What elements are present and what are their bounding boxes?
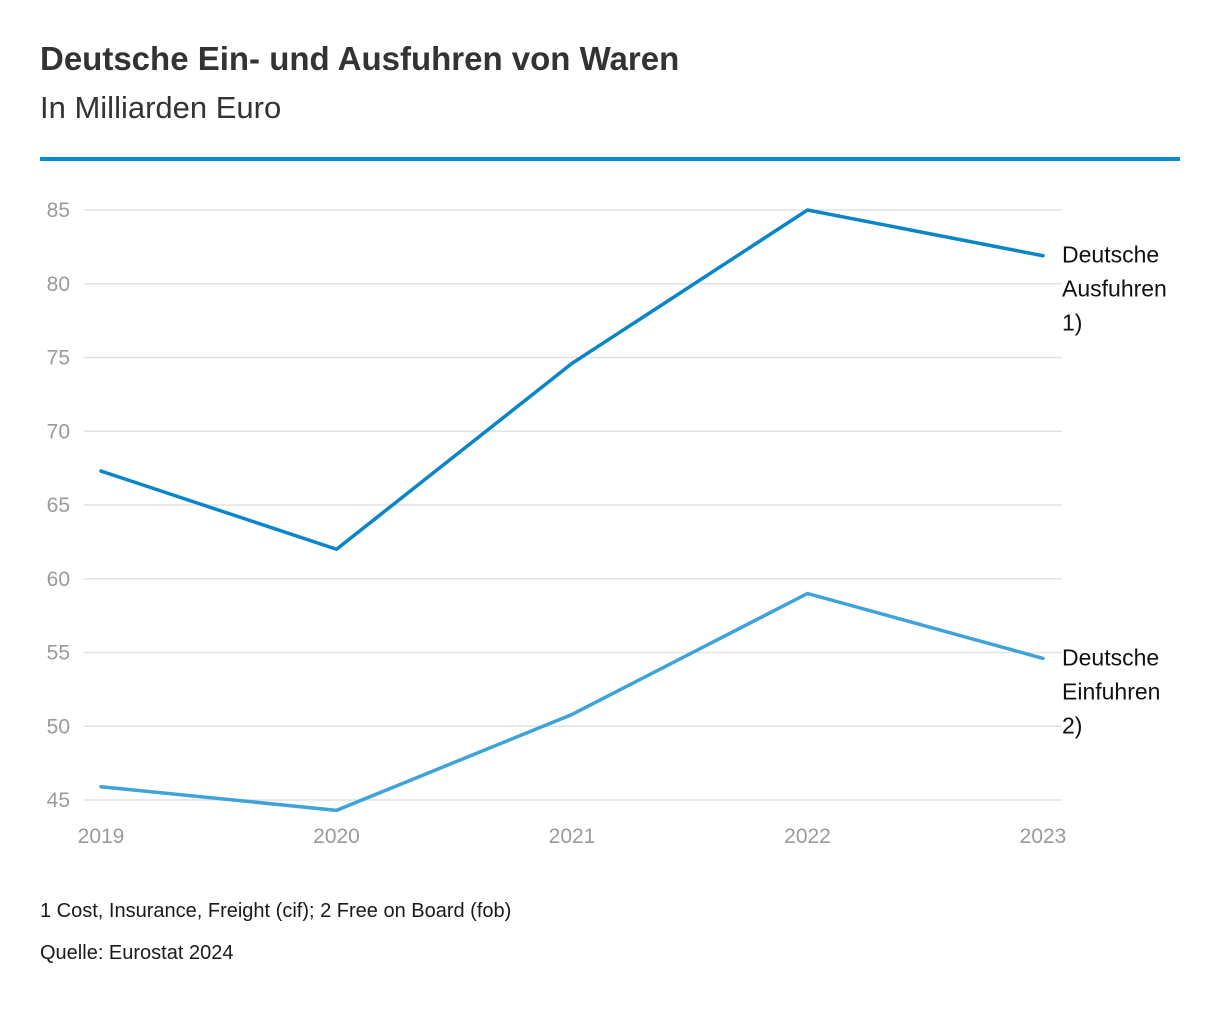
series-label: Deutsche Einfuhren 2): [1062, 644, 1160, 738]
series-label-line: Ausfuhren: [1062, 276, 1167, 302]
y-tick-label: 45: [47, 789, 70, 812]
x-tick-label: 2022: [784, 825, 831, 848]
line-chart: 45 50 55 60 65 70 75 80 85 2019 2020 2021 2022 2023 De…: [47, 199, 1167, 848]
y-tick-label: 85: [47, 199, 70, 222]
y-tick-label: 80: [47, 273, 70, 296]
series-label: Deutsche Ausfuhren 1): [1062, 242, 1167, 336]
y-tick-label: 50: [47, 715, 70, 738]
chart-footnote: 1 Cost, Insurance, Freight (cif); 2 Free…: [40, 900, 512, 922]
series-line-einfuhren: [99, 591, 1045, 813]
chart-subtitle: In Milliarden Euro: [40, 90, 282, 125]
series-label-line: Deutsche: [1062, 242, 1159, 268]
x-tick-label: 2021: [549, 825, 596, 848]
chart-title: Deutsche Ein- und Ausfuhren von Waren: [40, 40, 680, 77]
x-tick-label: 2023: [1020, 825, 1067, 848]
y-tick-label: 70: [47, 420, 70, 443]
y-tick-label: 75: [47, 347, 70, 370]
x-tick-label: 2020: [313, 825, 360, 848]
x-tick-label: 2019: [78, 825, 125, 848]
title-divider: [40, 157, 1180, 161]
series-label-line: 2): [1062, 712, 1082, 738]
chart-source: Quelle: Eurostat 2024: [40, 942, 234, 964]
y-tick-label: 60: [47, 568, 70, 591]
y-tick-label: 65: [47, 494, 70, 517]
series-label-line: 1): [1062, 310, 1082, 336]
series-line-ausfuhren: [99, 208, 1045, 551]
y-tick-label: 55: [47, 642, 70, 665]
series-label-line: Einfuhren: [1062, 678, 1160, 704]
series-label-line: Deutsche: [1062, 644, 1159, 670]
